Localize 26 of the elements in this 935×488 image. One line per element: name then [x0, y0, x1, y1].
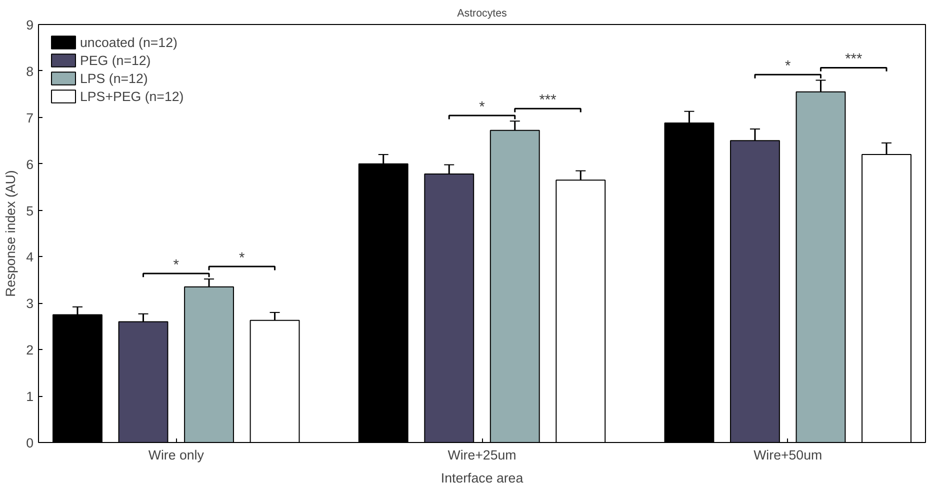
y-tick-label: 3 — [26, 296, 34, 312]
legend-label: LPS+PEG (n=12) — [80, 88, 184, 104]
x-axis-title: Interface area — [440, 470, 524, 486]
annotation: *** — [539, 92, 557, 109]
x-tick-label: Wire+25um — [448, 448, 516, 462]
annotation: * — [479, 100, 486, 116]
y-tick-label: 0 — [26, 436, 34, 450]
y-axis-title: Response index (AU) — [3, 170, 18, 297]
y-tick-label: 8 — [26, 64, 34, 79]
annotation: *** — [845, 52, 862, 68]
annotation: * — [239, 250, 246, 266]
y-tick-label: 1 — [26, 389, 34, 404]
y-tick-label: 6 — [26, 156, 34, 172]
y-tick-label: 4 — [26, 250, 34, 265]
legend-label: PEG (n=12) — [80, 52, 151, 68]
y-tick-label: 5 — [26, 203, 34, 218]
y-tick-label: 2 — [26, 342, 34, 358]
annotation: * — [785, 58, 792, 75]
annotation: * — [173, 257, 180, 274]
legend-label: uncoated (n=12) — [80, 34, 178, 50]
x-tick-label: Wire only — [148, 448, 204, 462]
y-tick-label: 9 — [26, 18, 34, 32]
chart-title: Astrocytes — [457, 8, 507, 20]
legend-label: LPS (n=12) — [80, 70, 148, 86]
x-tick-label: Wire+50um — [754, 448, 822, 462]
y-tick-label: 7 — [26, 110, 34, 126]
